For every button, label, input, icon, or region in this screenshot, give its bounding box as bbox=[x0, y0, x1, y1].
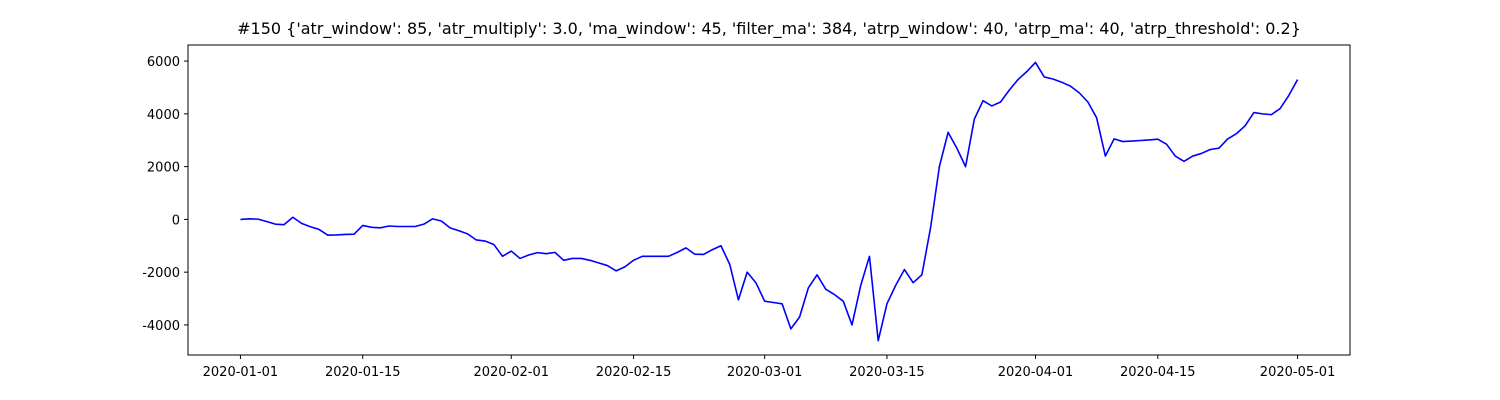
x-tick-label: 2020-01-01 bbox=[203, 365, 279, 380]
y-tick-label: 6000 bbox=[147, 55, 180, 70]
x-tick-label: 2020-03-01 bbox=[727, 365, 803, 380]
x-tick-label: 2020-05-01 bbox=[1260, 365, 1336, 380]
x-tick-label: 2020-02-15 bbox=[596, 365, 672, 380]
plot-frame bbox=[187, 44, 1351, 356]
y-tick-label: -2000 bbox=[142, 266, 180, 281]
y-tick-label: 0 bbox=[172, 213, 180, 228]
chart-title: #150 {'atr_window': 85, 'atr_multiply': … bbox=[237, 19, 1301, 39]
y-tick-label: 2000 bbox=[147, 161, 180, 176]
x-tick-label: 2020-02-01 bbox=[473, 365, 549, 380]
x-tick-label: 2020-01-15 bbox=[325, 365, 401, 380]
y-tick-label: -4000 bbox=[142, 319, 180, 334]
y-tick-label: 4000 bbox=[147, 108, 180, 123]
x-tick-label: 2020-04-01 bbox=[998, 365, 1074, 380]
x-tick-label: 2020-03-15 bbox=[849, 365, 925, 380]
data-line bbox=[240, 61, 1299, 342]
x-tick-label: 2020-04-15 bbox=[1120, 365, 1196, 380]
